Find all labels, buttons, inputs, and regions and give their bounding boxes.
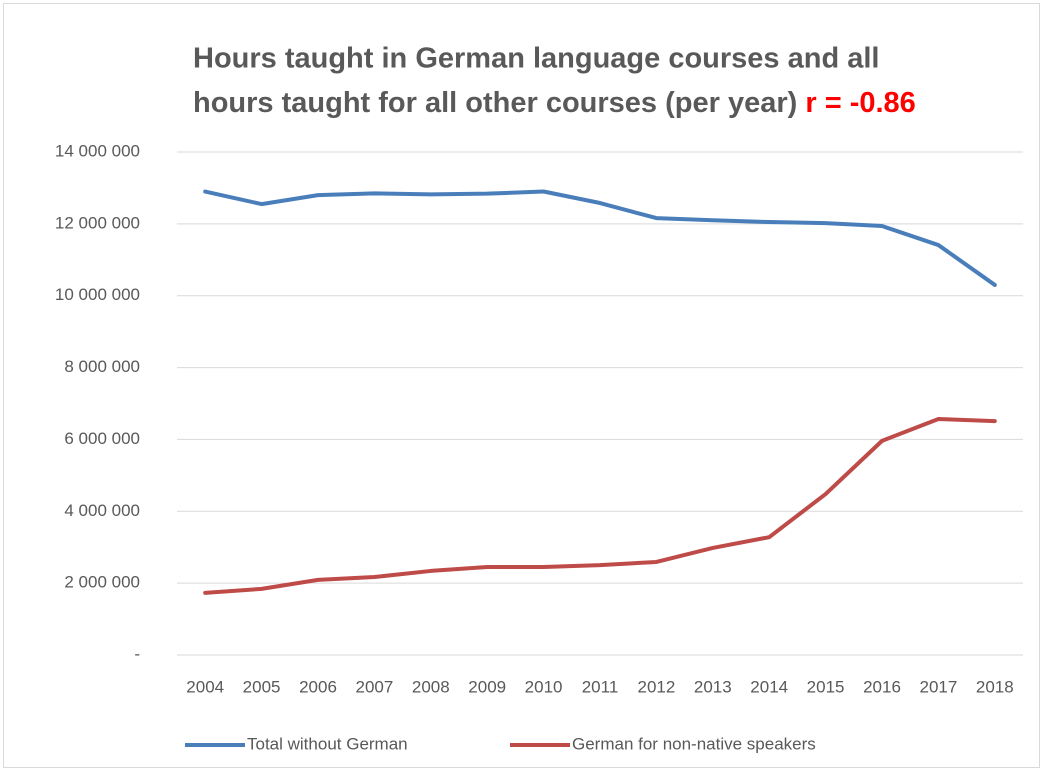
y-tick-label: 8 000 000 xyxy=(64,357,140,376)
x-tick-label: 2013 xyxy=(694,677,732,696)
x-tick-label: 2009 xyxy=(468,677,506,696)
x-tick-label: 2016 xyxy=(863,677,901,696)
chart-title-line: hours taught for all other courses (per … xyxy=(193,87,797,119)
y-tick-label: 12 000 000 xyxy=(55,213,140,232)
series-line xyxy=(203,189,997,287)
x-tick-label: 2010 xyxy=(525,677,563,696)
y-tick-label: 2 000 000 xyxy=(64,573,140,592)
chart-title: hours taught for all other courses (per … xyxy=(193,87,916,119)
x-tick-label: 2012 xyxy=(637,677,675,696)
chart-border xyxy=(3,3,1040,768)
x-tick-label: 2015 xyxy=(807,677,845,696)
x-tick-label: 2008 xyxy=(412,677,450,696)
x-tick-label: 2006 xyxy=(299,677,337,696)
legend-label: Total without German xyxy=(247,734,408,753)
x-tick-label: 2018 xyxy=(976,677,1014,696)
series-line xyxy=(203,416,997,595)
x-tick-label: 2005 xyxy=(243,677,281,696)
y-tick-label: 14 000 000 xyxy=(55,141,140,160)
x-tick-label: 2017 xyxy=(919,677,957,696)
x-tick-label: 2011 xyxy=(582,677,619,696)
y-tick-label: 10 000 000 xyxy=(55,285,140,304)
x-tick-label: 2004 xyxy=(186,677,224,696)
chart-title: Hours taught in German language courses … xyxy=(193,43,879,75)
y-tick-label: 6 000 000 xyxy=(64,429,140,448)
y-tick-label: 4 000 000 xyxy=(64,501,140,520)
legend-label: German for non-native speakers xyxy=(572,734,816,753)
x-tick-label: 2007 xyxy=(355,677,393,696)
y-tick-label: - xyxy=(134,644,140,663)
x-tick-label: 2014 xyxy=(750,677,788,696)
annotation: r = -0.86 xyxy=(805,87,915,119)
